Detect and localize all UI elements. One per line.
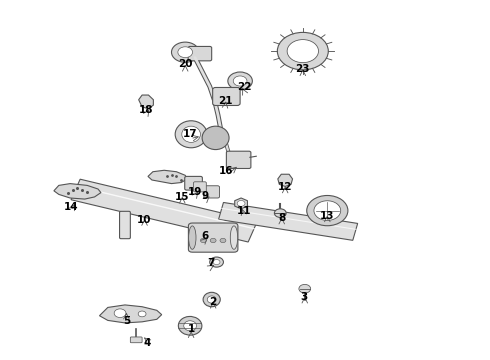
Polygon shape xyxy=(139,95,153,109)
Text: 8: 8 xyxy=(278,213,285,223)
Text: 3: 3 xyxy=(300,292,307,302)
Circle shape xyxy=(200,238,206,243)
Ellipse shape xyxy=(230,226,238,249)
Circle shape xyxy=(138,311,146,317)
Polygon shape xyxy=(278,174,293,186)
Ellipse shape xyxy=(178,316,202,335)
Text: 16: 16 xyxy=(219,166,234,176)
FancyBboxPatch shape xyxy=(130,337,142,343)
Circle shape xyxy=(314,201,341,220)
Ellipse shape xyxy=(189,226,196,249)
Text: 11: 11 xyxy=(237,206,251,216)
Polygon shape xyxy=(219,202,358,240)
Circle shape xyxy=(299,284,311,293)
Text: 6: 6 xyxy=(201,231,208,241)
Ellipse shape xyxy=(182,126,200,143)
FancyBboxPatch shape xyxy=(120,211,130,239)
Ellipse shape xyxy=(175,121,207,148)
Text: 4: 4 xyxy=(143,338,151,348)
Text: 20: 20 xyxy=(178,59,193,69)
Text: 15: 15 xyxy=(175,192,190,202)
Text: 12: 12 xyxy=(278,182,293,192)
Text: 5: 5 xyxy=(123,316,130,326)
Circle shape xyxy=(210,238,216,243)
Polygon shape xyxy=(235,198,247,209)
Text: 1: 1 xyxy=(188,324,195,334)
Circle shape xyxy=(228,72,252,90)
Circle shape xyxy=(277,32,328,70)
Circle shape xyxy=(178,47,193,58)
Polygon shape xyxy=(148,170,187,184)
Polygon shape xyxy=(99,305,162,323)
FancyBboxPatch shape xyxy=(188,46,212,61)
Polygon shape xyxy=(71,179,257,242)
Ellipse shape xyxy=(184,321,196,331)
Circle shape xyxy=(210,257,223,267)
Ellipse shape xyxy=(207,296,216,303)
Circle shape xyxy=(213,260,220,265)
Circle shape xyxy=(172,42,199,62)
Text: 10: 10 xyxy=(137,215,152,225)
Text: 21: 21 xyxy=(218,96,233,106)
Text: 2: 2 xyxy=(210,297,217,307)
Circle shape xyxy=(237,201,245,206)
Ellipse shape xyxy=(203,292,220,307)
Circle shape xyxy=(220,238,226,243)
Text: 18: 18 xyxy=(139,105,153,115)
Text: 13: 13 xyxy=(320,211,335,221)
Circle shape xyxy=(274,209,286,217)
Ellipse shape xyxy=(202,126,229,150)
Circle shape xyxy=(114,309,126,318)
Text: 9: 9 xyxy=(201,191,208,201)
FancyBboxPatch shape xyxy=(226,151,251,168)
Text: 23: 23 xyxy=(295,64,310,74)
FancyBboxPatch shape xyxy=(213,87,240,105)
Text: 7: 7 xyxy=(207,258,215,268)
FancyBboxPatch shape xyxy=(185,176,202,190)
Text: 22: 22 xyxy=(237,82,251,92)
Text: 14: 14 xyxy=(64,202,78,212)
FancyBboxPatch shape xyxy=(194,182,206,192)
Circle shape xyxy=(233,76,247,86)
Text: 17: 17 xyxy=(183,129,197,139)
Text: 19: 19 xyxy=(188,186,202,197)
Polygon shape xyxy=(54,184,101,199)
Circle shape xyxy=(307,195,348,226)
FancyBboxPatch shape xyxy=(188,223,238,252)
Circle shape xyxy=(287,40,318,63)
FancyBboxPatch shape xyxy=(204,186,220,198)
